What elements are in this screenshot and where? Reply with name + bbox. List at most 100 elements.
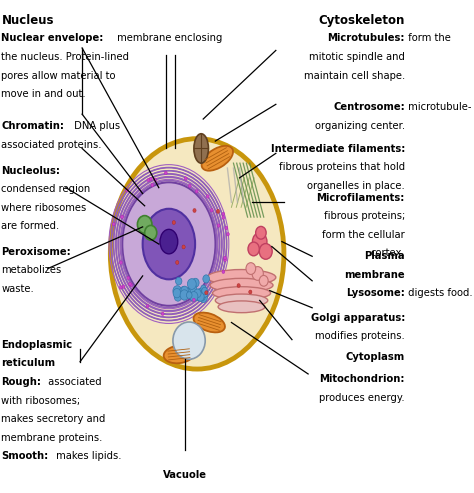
Ellipse shape [253, 233, 267, 250]
Ellipse shape [252, 267, 264, 281]
Text: Nuclear envelope:: Nuclear envelope: [1, 33, 104, 43]
Ellipse shape [173, 288, 181, 298]
Ellipse shape [179, 286, 188, 297]
Ellipse shape [127, 276, 130, 280]
Ellipse shape [164, 171, 167, 175]
Text: makes lipids.: makes lipids. [53, 452, 122, 461]
Text: Chromatin:: Chromatin: [1, 121, 64, 132]
Text: form the cellular: form the cellular [322, 230, 405, 240]
Ellipse shape [201, 289, 208, 297]
Text: Intermediate filaments:: Intermediate filaments: [271, 143, 405, 153]
Text: Cytoplasm: Cytoplasm [346, 352, 405, 362]
Ellipse shape [201, 146, 233, 171]
Text: cortex.: cortex. [370, 248, 405, 258]
Text: membrane proteins.: membrane proteins. [1, 433, 103, 443]
Text: organelles in place.: organelles in place. [307, 181, 405, 191]
Ellipse shape [191, 292, 196, 298]
Ellipse shape [188, 184, 191, 188]
Text: Microfilaments:: Microfilaments: [317, 193, 405, 203]
Text: Plasma: Plasma [365, 251, 405, 261]
Ellipse shape [193, 209, 196, 212]
Ellipse shape [126, 189, 128, 192]
Text: waste.: waste. [1, 284, 34, 294]
Ellipse shape [191, 278, 199, 287]
Text: move in and out.: move in and out. [1, 89, 86, 99]
Text: pores allow material to: pores allow material to [1, 70, 116, 80]
Text: membrane: membrane [345, 270, 405, 280]
Text: Cytoskeleton: Cytoskeleton [319, 14, 405, 27]
Ellipse shape [110, 139, 284, 369]
Ellipse shape [196, 288, 205, 298]
Ellipse shape [259, 276, 268, 286]
Ellipse shape [210, 209, 213, 212]
Ellipse shape [218, 301, 265, 313]
Ellipse shape [151, 183, 154, 187]
Ellipse shape [202, 287, 208, 294]
Ellipse shape [180, 290, 189, 300]
Ellipse shape [192, 298, 195, 302]
Ellipse shape [129, 283, 132, 286]
Text: microtubule-: microtubule- [405, 102, 472, 112]
Ellipse shape [237, 283, 240, 287]
Ellipse shape [222, 216, 225, 219]
Ellipse shape [173, 322, 205, 359]
Ellipse shape [200, 293, 207, 303]
Text: Smooth:: Smooth: [1, 452, 49, 461]
Text: organizing center.: organizing center. [315, 120, 405, 131]
Ellipse shape [119, 286, 122, 289]
Ellipse shape [175, 277, 182, 285]
Text: Mitochondrion:: Mitochondrion: [319, 374, 405, 384]
Text: with ribosomes;: with ribosomes; [1, 395, 81, 406]
Ellipse shape [190, 291, 198, 302]
Ellipse shape [198, 292, 205, 301]
Ellipse shape [195, 190, 198, 193]
Ellipse shape [207, 270, 276, 285]
Ellipse shape [222, 270, 225, 274]
Ellipse shape [137, 215, 152, 233]
Text: Golgi apparatus:: Golgi apparatus: [310, 313, 405, 323]
Ellipse shape [194, 134, 209, 163]
Text: associated: associated [46, 377, 102, 387]
Ellipse shape [122, 285, 125, 288]
Text: digests food.: digests food. [405, 288, 473, 298]
Ellipse shape [248, 242, 259, 256]
Text: mitotic spindle and: mitotic spindle and [309, 52, 405, 62]
Ellipse shape [255, 226, 266, 239]
Ellipse shape [210, 279, 273, 292]
Text: reticulum: reticulum [1, 358, 55, 368]
Ellipse shape [212, 287, 271, 299]
Ellipse shape [249, 290, 252, 294]
Ellipse shape [194, 289, 201, 298]
Text: metabolizes: metabolizes [1, 265, 62, 275]
Ellipse shape [224, 256, 227, 260]
Ellipse shape [216, 210, 219, 213]
Ellipse shape [173, 285, 182, 296]
Ellipse shape [119, 261, 122, 264]
Text: condensed region: condensed region [1, 184, 91, 194]
Text: makes secretory and: makes secretory and [1, 414, 106, 424]
Text: maintain cell shape.: maintain cell shape. [304, 70, 405, 80]
Ellipse shape [201, 285, 206, 291]
Text: fibrous proteins;: fibrous proteins; [324, 211, 405, 221]
Text: form the: form the [405, 33, 451, 43]
Ellipse shape [174, 292, 182, 301]
Ellipse shape [172, 220, 175, 224]
Text: the nucleus. Protein-lined: the nucleus. Protein-lined [1, 52, 129, 62]
Ellipse shape [203, 275, 210, 283]
Ellipse shape [227, 233, 229, 236]
Ellipse shape [122, 182, 216, 306]
Text: DNA plus: DNA plus [71, 121, 120, 132]
Text: Endoplasmic: Endoplasmic [1, 340, 73, 350]
Ellipse shape [128, 282, 131, 285]
Ellipse shape [182, 245, 185, 249]
Ellipse shape [196, 294, 202, 301]
Text: Microtubules:: Microtubules: [328, 33, 405, 43]
Ellipse shape [143, 209, 195, 280]
Ellipse shape [183, 288, 191, 297]
Ellipse shape [246, 263, 255, 275]
Text: fibrous proteins that hold: fibrous proteins that hold [279, 162, 405, 172]
Ellipse shape [222, 212, 225, 216]
Ellipse shape [121, 215, 124, 218]
Text: Lysosome:: Lysosome: [346, 288, 405, 298]
Text: Vacuole: Vacuole [163, 469, 207, 480]
